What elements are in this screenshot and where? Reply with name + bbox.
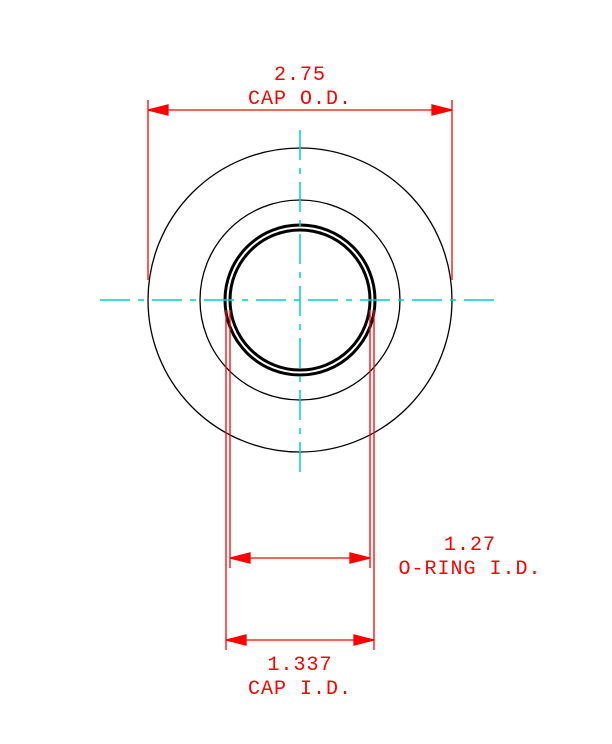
- dimension-cap-id-value: 1.337: [267, 654, 332, 677]
- dimension-oring-id-value: 1.27: [444, 534, 496, 557]
- dimension-cap-od-value: 2.75: [274, 64, 326, 87]
- dimension-oring-id-name: O-RING I.D.: [398, 558, 541, 581]
- dimension-cap-od-name: CAP O.D.: [248, 88, 352, 111]
- engineering-drawing: 2.75 CAP O.D. 1.27 O-RING I.D. 1.337 CAP…: [0, 0, 612, 744]
- dimension-cap-id-name: CAP I.D.: [248, 678, 352, 701]
